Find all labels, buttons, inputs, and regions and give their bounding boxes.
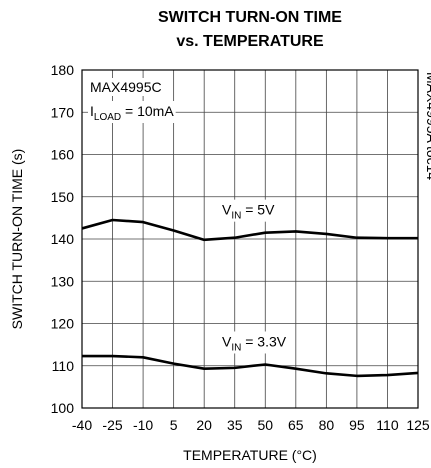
x-tick-label: -40 [72,417,92,433]
x-tick-label: 20 [196,417,212,433]
annotation: MAX4995A toc14 [424,72,431,180]
x-tick-label: 50 [257,417,273,433]
series-line [81,218,418,242]
x-tick-label: 125 [406,417,430,433]
x-tick-label: 80 [319,417,335,433]
x-tick-label: 95 [349,417,365,433]
y-tick-label: 100 [51,400,75,416]
label-background [88,101,176,123]
y-tick-label: 150 [51,189,75,205]
chart-title: vs. TEMPERATURE [176,33,324,50]
annotation: ILOAD = 10mA [90,103,174,123]
series-line [82,354,419,378]
x-axis-label: TEMPERATURE (°C) [183,447,317,463]
y-tick-label: 180 [51,62,75,78]
series-label: VIN = 5V [222,202,275,222]
chart-title: SWITCH TURN-ON TIME [158,9,342,26]
label-sub: IN [231,342,241,353]
series-label: VIN = 3.3V [222,333,287,353]
label-sub: IN [231,211,241,222]
label-background [88,78,164,96]
x-tick-label: 110 [376,417,399,433]
label-rest: = 5V [241,202,275,218]
label-background [220,331,289,354]
label-rest: = 3.3V [241,333,286,349]
y-tick-label: 110 [52,358,75,374]
label-main: V [222,202,232,218]
x-tick-label: 65 [288,417,304,433]
label-rest: = 10mA [121,103,174,119]
x-tick-label: -25 [102,417,122,433]
label-sub: LOAD [94,112,121,123]
label-main: V [222,333,232,349]
x-tick-label: 5 [170,417,178,433]
label-background [220,199,277,222]
y-tick-label: 170 [51,104,75,120]
y-axis-label: SWITCH TURN-ON TIME (s) [9,149,25,330]
y-tick-label: 130 [51,273,75,289]
y-tick-label: 120 [51,316,75,332]
y-tick-label: 160 [51,147,75,163]
y-tick-label: 140 [51,231,75,247]
x-tick-label: -10 [133,417,153,433]
label-main: I [90,103,94,119]
x-tick-label: 35 [227,417,243,433]
annotation: MAX4995C [90,79,162,95]
